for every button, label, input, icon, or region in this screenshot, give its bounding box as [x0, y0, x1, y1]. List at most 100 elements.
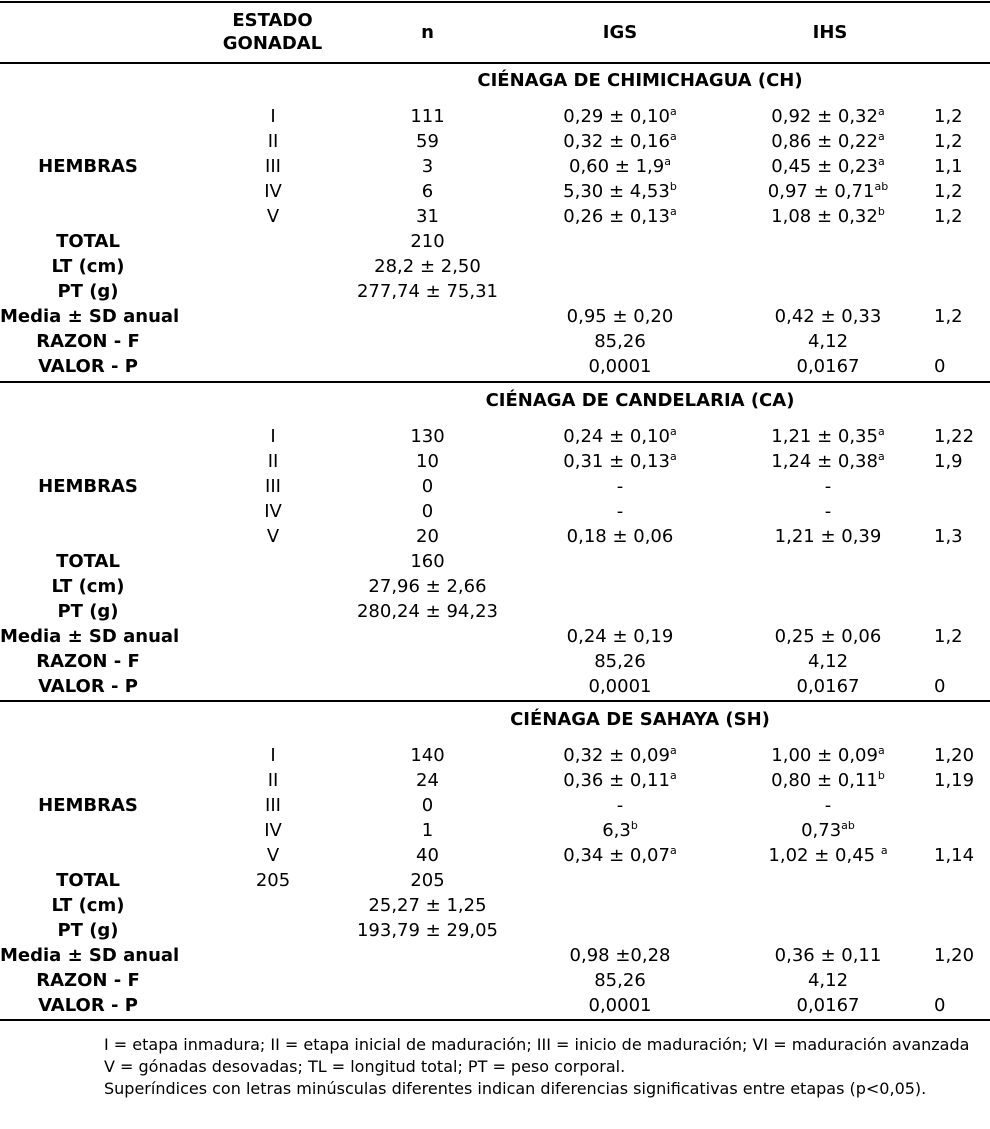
n-cell: 6	[345, 179, 510, 204]
stage-cell-text: IV	[264, 820, 282, 841]
igs-cell-superscript: a	[669, 450, 677, 463]
razon-label-text: RAZON - F	[36, 970, 140, 991]
igs-cell-text: 0,36 ± 0,11	[563, 770, 670, 791]
ihs-cell-text: 0,86 ± 0,22	[771, 131, 878, 152]
ihs-cell-superscript: ab	[841, 819, 855, 832]
n-cell-text: 40	[416, 845, 439, 866]
ihs-cell-superscript: a	[877, 130, 885, 143]
valor-extra-text: 0	[934, 676, 946, 697]
total-label-text: TOTAL	[56, 231, 120, 252]
n-cell: 0	[345, 499, 510, 524]
pt-label-text: PT (g)	[57, 920, 119, 941]
stage-cell-text: I	[270, 426, 276, 447]
lt-value-text: 25,27 ± 1,25	[368, 895, 487, 916]
razon-label-text: RAZON - F	[36, 331, 140, 352]
ihs-cell-text: -	[824, 476, 832, 497]
ihs-cell-text: 1,24 ± 0,38	[771, 451, 878, 472]
razon-ihs: 4,12	[738, 329, 918, 354]
igs-cell-superscript: b	[669, 180, 677, 193]
pt-label: PT (g)	[0, 279, 176, 304]
valor-extra-text: 0	[934, 356, 946, 377]
stage-cell: I	[228, 743, 318, 768]
total-n-cell: 205	[345, 868, 510, 893]
stage-cell-text: I	[270, 745, 276, 766]
extra-cell-text: 1,20	[934, 745, 975, 766]
extra-cell-text: 1,2	[934, 131, 963, 152]
n-cell-text: 6	[421, 181, 434, 202]
ihs-cell: 0,45 ± 0,23a	[738, 154, 918, 179]
igs-cell-text: 5,30 ± 4,53	[563, 181, 670, 202]
media-ihs: 0,25 ± 0,06	[738, 624, 918, 649]
razon-igs-text: 85,26	[594, 970, 646, 991]
lt-value-text: 28,2 ± 2,50	[374, 256, 481, 277]
igs-cell: 0,29 ± 0,10a	[530, 104, 710, 129]
footnote-superscripts: Superíndices con letras minúsculas difer…	[104, 1079, 927, 1098]
stage-cell: II	[228, 449, 318, 474]
header-igs: IGS	[602, 22, 638, 43]
n-cell-text: 10	[416, 451, 439, 472]
stage-cell: II	[228, 768, 318, 793]
ihs-cell: 1,08 ± 0,32b	[738, 204, 918, 229]
valor-label: VALOR - P	[0, 674, 176, 699]
ihs-cell: 0,86 ± 0,22a	[738, 129, 918, 154]
extra-cell: 1,19	[934, 768, 990, 793]
media-label-text: Media ± SD anual	[0, 626, 180, 647]
valor-label-text: VALOR - P	[38, 356, 138, 377]
valor-ihs-text: 0,0167	[796, 995, 860, 1016]
pt-label: PT (g)	[0, 918, 176, 943]
stage-cell-text: V	[266, 845, 280, 866]
igs-cell-superscript: a	[669, 105, 677, 118]
n-cell-text: 24	[416, 770, 439, 791]
media-igs-text: 0,24 ± 0,19	[566, 626, 674, 647]
extra-cell: 1,2	[934, 204, 990, 229]
media-extra: 1,2	[934, 304, 990, 329]
extra-cell: 1,20	[934, 743, 990, 768]
extra-cell-text: 1,22	[934, 426, 975, 447]
ihs-cell: 0,80 ± 0,11b	[738, 768, 918, 793]
razon-label-text: RAZON - F	[36, 651, 140, 672]
n-cell: 40	[345, 843, 510, 868]
ihs-cell-text: 0,45 ± 0,23	[771, 156, 878, 177]
stage-cell: V	[228, 524, 318, 549]
group-label-hembras: HEMBRAS	[0, 793, 176, 818]
igs-cell: -	[530, 499, 710, 524]
razon-igs: 85,26	[530, 329, 710, 354]
group-label-hembras-text: HEMBRAS	[38, 156, 138, 177]
n-cell-text: 130	[410, 426, 445, 447]
ihs-cell: 0,97 ± 0,71ab	[738, 179, 918, 204]
razon-igs: 85,26	[530, 968, 710, 993]
ihs-cell-text: -	[824, 501, 832, 522]
n-cell-text: 0	[421, 795, 434, 816]
ihs-cell: 1,00 ± 0,09a	[738, 743, 918, 768]
ihs-cell-superscript: a	[877, 155, 885, 168]
lt-value: 27,96 ± 2,66	[345, 574, 510, 599]
valor-igs-text: 0,0001	[588, 676, 652, 697]
stage-cell: IV	[228, 499, 318, 524]
lt-value: 25,27 ± 1,25	[345, 893, 510, 918]
n-cell: 0	[345, 793, 510, 818]
header-estado-line1: ESTADO	[232, 10, 313, 31]
igs-cell-superscript: a	[669, 844, 677, 857]
total-label-text: TOTAL	[56, 870, 120, 891]
stage-cell-text: III	[265, 156, 281, 177]
valor-ihs: 0,0167	[738, 993, 918, 1018]
igs-cell: 5,30 ± 4,53b	[530, 179, 710, 204]
razon-label: RAZON - F	[0, 329, 176, 354]
stage-cell: III	[228, 474, 318, 499]
n-cell-text: 140	[410, 745, 445, 766]
media-ihs: 0,36 ± 0,11	[738, 943, 918, 968]
igs-cell: -	[530, 793, 710, 818]
total-n-cell: 160	[345, 549, 510, 574]
igs-cell-superscript: a	[669, 130, 677, 143]
valor-igs: 0,0001	[530, 674, 710, 699]
igs-cell: 0,24 ± 0,10a	[530, 424, 710, 449]
extra-cell: 1,1	[934, 154, 990, 179]
razon-label: RAZON - F	[0, 649, 176, 674]
igs-cell-text: -	[616, 476, 624, 497]
media-label: Media ± SD anual	[0, 304, 179, 329]
extra-cell-text: 1,2	[934, 106, 963, 127]
pt-value: 277,74 ± 75,31	[345, 279, 510, 304]
section-title: CIÉNAGA DE CANDELARIA (CA)	[485, 390, 795, 411]
igs-cell-text: 0,34 ± 0,07	[563, 845, 670, 866]
valor-igs-text: 0,0001	[588, 356, 652, 377]
